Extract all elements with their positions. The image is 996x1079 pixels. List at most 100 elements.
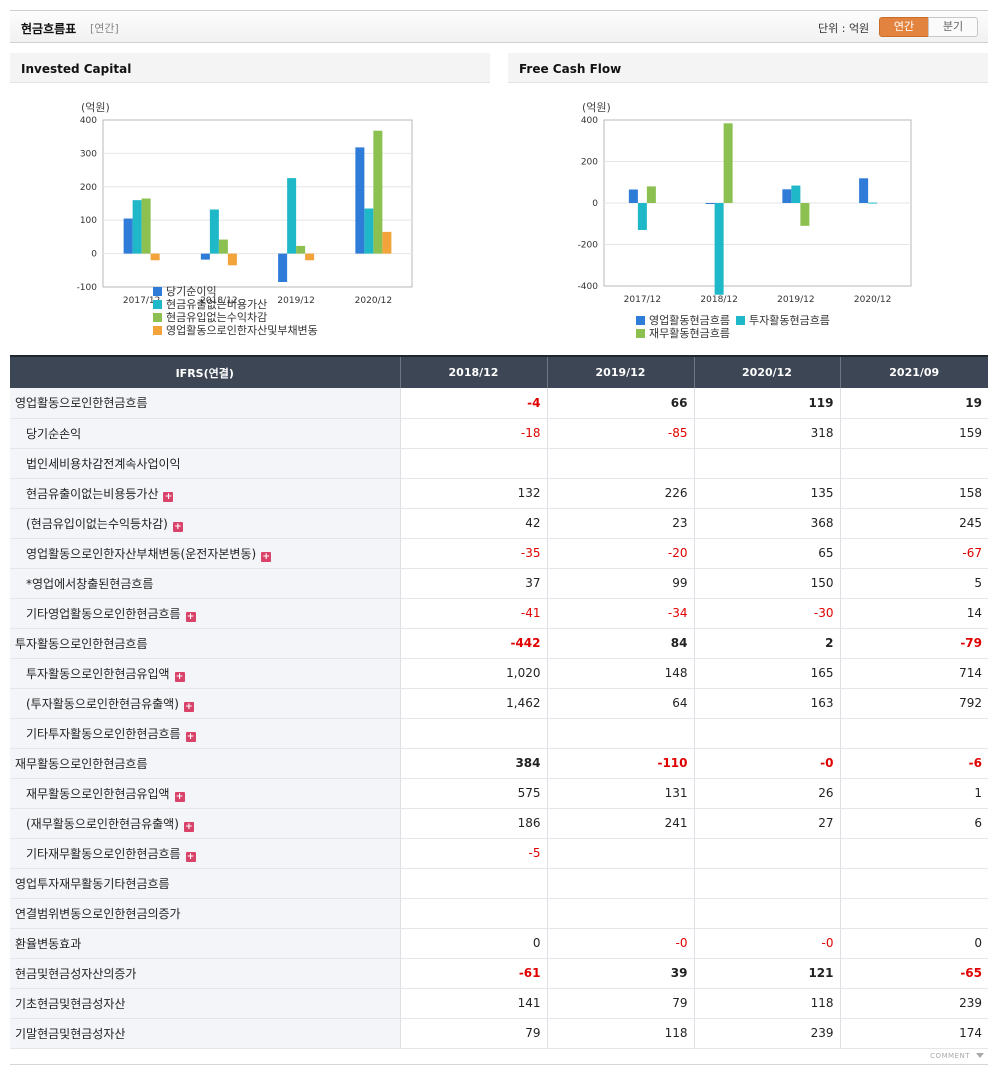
- legend-entry: 재무활동현금흐름: [636, 327, 730, 340]
- value-cell: -41: [400, 598, 548, 629]
- row-label-text: 기타영업활동으로인한현금흐름: [26, 606, 181, 621]
- comment-footer: COMMENT: [10, 1049, 988, 1065]
- x-tick-label: 2017/12: [624, 295, 661, 305]
- expand-plus-icon[interactable]: +: [185, 611, 196, 622]
- value-cell: -18: [400, 418, 548, 449]
- value-cell: -0: [694, 747, 841, 779]
- value-cell: [400, 448, 548, 479]
- value-cell: 141: [400, 987, 548, 1019]
- row-label: 영업활동으로인한자산부채변동(운전자본변동) +: [10, 538, 401, 569]
- value-cell: -4: [400, 388, 548, 419]
- value-cell: 131: [547, 778, 695, 809]
- column-header: 2019/12: [547, 355, 695, 388]
- legend-entry: 현금유입없는수익차감: [153, 311, 318, 324]
- expand-plus-icon[interactable]: +: [183, 821, 194, 832]
- value-cell: [694, 718, 841, 749]
- row-label: (투자활동으로인한현금유출액) +: [10, 688, 401, 719]
- legend-entry: 당기순이익: [153, 285, 318, 298]
- table-row: 영업활동으로인한현금흐름 -4 66 119 19: [10, 388, 988, 419]
- table-row: *영업에서창출된현금흐름 37 99 150 5: [10, 568, 988, 599]
- value-cell: 239: [840, 987, 988, 1019]
- bar-1-2: [218, 239, 228, 254]
- value-cell: -61: [400, 957, 548, 989]
- expand-plus-icon[interactable]: +: [185, 731, 196, 742]
- table-row: 현금및현금성자산의증가 -61 39 121 -65: [10, 957, 988, 989]
- free-cash-flow-chart: (억원) -400 -200 0 200 400 2017/12 2018/12 2019/12…: [578, 101, 912, 305]
- bar-2-0: [782, 189, 792, 203]
- invested-capital-chart: (억원) -100 0 100 200 300 400 2017/12 2018/12 2019/…: [77, 101, 413, 306]
- row-label: 당기순손익: [10, 418, 401, 449]
- free-cash-flow-panel: Free Cash Flow (억원) -400 -200 0 200 400 2017/1…: [508, 53, 988, 350]
- row-label-text: 현금및현금성자산의증가: [15, 966, 137, 981]
- value-cell: 0: [400, 927, 548, 959]
- value-cell: 159: [840, 418, 988, 449]
- legend-swatch: [153, 287, 162, 296]
- expand-plus-icon[interactable]: +: [185, 851, 196, 862]
- row-label: (재무활동으로인한현금유출액) +: [10, 808, 401, 839]
- legend-entry: 영업활동으로인한자산및부채변동: [153, 324, 318, 337]
- row-label-text: 투자활동으로인한현금유입액: [26, 666, 170, 681]
- expand-plus-icon[interactable]: +: [163, 491, 174, 502]
- value-cell: -79: [840, 627, 988, 659]
- value-cell: 79: [547, 987, 695, 1019]
- value-cell: [694, 838, 841, 869]
- value-cell: -20: [547, 538, 695, 569]
- bar-0-2: [646, 186, 656, 203]
- legend-entry: 투자활동현금흐름: [735, 314, 830, 327]
- y-axis-unit-label: (억원): [582, 101, 611, 114]
- value-cell: 5: [840, 568, 988, 599]
- quarter-toggle-button[interactable]: 분기: [928, 17, 978, 37]
- expand-plus-icon[interactable]: +: [172, 521, 183, 532]
- expand-plus-icon[interactable]: +: [183, 701, 194, 712]
- row-label: 법인세비용차감전계속사업이익: [10, 448, 401, 479]
- chevron-down-icon[interactable]: [976, 1053, 984, 1058]
- comment-toggle-label[interactable]: COMMENT: [930, 1052, 970, 1060]
- row-label: 재무활동으로인한현금유입액 +: [10, 778, 401, 809]
- value-cell: -0: [694, 927, 841, 959]
- legend-label: 재무활동현금흐름: [649, 327, 730, 340]
- expand-plus-icon[interactable]: +: [261, 551, 272, 562]
- table-row: 영업활동으로인한자산부채변동(운전자본변동) + -35 -20 65 -67: [10, 538, 988, 569]
- value-cell: 384: [400, 747, 548, 779]
- expand-plus-icon[interactable]: +: [174, 671, 185, 682]
- value-cell: 119: [694, 388, 841, 419]
- table-header-row: IFRS(연결) 2018/12 2019/12 2020/12 2021/09: [10, 355, 988, 388]
- value-cell: 65: [694, 538, 841, 569]
- value-cell: 575: [400, 778, 548, 809]
- row-label: 연결범위변동으로인한현금의증가: [10, 897, 401, 929]
- value-cell: -85: [547, 418, 695, 449]
- bar-2-1: [287, 178, 297, 254]
- value-cell: [840, 867, 988, 899]
- row-label-text: 환율변동효과: [15, 936, 82, 951]
- value-cell: 226: [547, 478, 695, 509]
- column-header: 2018/12: [400, 355, 548, 388]
- bar-3-0: [355, 147, 365, 254]
- legend-label: 현금유출없는비용가산: [166, 298, 268, 311]
- value-cell: -6: [840, 747, 988, 779]
- table-row: 기말현금및현금성자산 79 118 239 174: [10, 1017, 988, 1049]
- table-row: (투자활동으로인한현금유출액) +1,462 64 163 792: [10, 688, 988, 719]
- row-label-text: (재무활동으로인한현금유출액): [26, 816, 179, 831]
- row-label-text: 기초현금및현금성자산: [15, 996, 126, 1011]
- invested-capital-legend: 당기순이익 현금유출없는비용가산 현금유입없는수익차감 영업활동으로인한자산및부채변동: [153, 285, 318, 337]
- value-cell: 6: [840, 808, 988, 839]
- annual-toggle-button[interactable]: 연간: [879, 17, 929, 37]
- x-tick-label: 2018/12: [700, 295, 737, 305]
- table-row: 현금유출이없는비용등가산 +132 226 135 158: [10, 478, 988, 509]
- y-tick-label: -400: [578, 282, 599, 292]
- row-label-text: 기타재무활동으로인한현금흐름: [26, 846, 181, 861]
- value-cell: -0: [547, 927, 695, 959]
- value-cell: 19: [840, 388, 988, 419]
- corner-header: IFRS(연결): [10, 355, 401, 388]
- value-cell: [840, 838, 988, 869]
- invested-capital-title: Invested Capital: [10, 53, 490, 83]
- table-row: 영업투자재무활동기타현금흐름: [10, 867, 988, 899]
- value-cell: 158: [840, 478, 988, 509]
- expand-plus-icon[interactable]: +: [174, 791, 185, 802]
- value-cell: -442: [400, 627, 548, 659]
- y-tick-label: 400: [581, 116, 598, 126]
- value-cell: 132: [400, 478, 548, 509]
- value-cell: [840, 448, 988, 479]
- value-cell: 318: [694, 418, 841, 449]
- table-row: 기초현금및현금성자산 141 79 118 239: [10, 987, 988, 1019]
